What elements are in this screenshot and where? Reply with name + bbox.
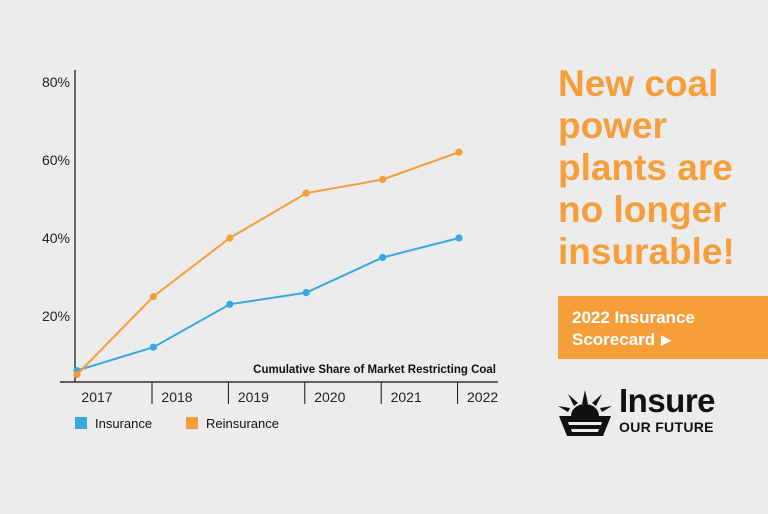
data-point xyxy=(149,292,157,301)
series-line xyxy=(76,151,460,376)
data-point xyxy=(149,343,157,351)
headline-line: insurable! xyxy=(558,231,735,272)
x-tick-label: 2022 xyxy=(467,389,498,405)
data-point xyxy=(226,234,234,242)
data-point xyxy=(73,370,81,379)
x-tick-label: 2017 xyxy=(81,389,112,405)
headline: New coal power plants are no longer insu… xyxy=(558,63,763,273)
scorecard-label-line2: Scorecard xyxy=(572,330,656,349)
y-tick-label: 20% xyxy=(42,308,70,324)
scorecard-label-line1: 2022 Insurance xyxy=(572,308,695,327)
play-triangle-icon: ▶ xyxy=(661,332,672,347)
data-point xyxy=(302,189,310,197)
series-line xyxy=(76,237,460,372)
sunrise-basket-icon xyxy=(558,390,612,436)
headline-line: no longer xyxy=(558,189,727,230)
x-tick-label: 2021 xyxy=(391,389,422,405)
x-tick-label: 2020 xyxy=(314,389,345,405)
logo-word-our-future: OUR FUTURE xyxy=(619,419,714,435)
headline-line: plants are xyxy=(558,147,733,188)
data-point xyxy=(302,289,310,297)
headline-line: power xyxy=(558,105,667,146)
y-tick-label: 60% xyxy=(42,152,70,168)
data-point xyxy=(226,300,234,308)
data-point xyxy=(455,148,463,156)
insure-our-future-logo: Insure OUR FUTURE xyxy=(556,382,756,438)
line-chart: 20% 40% 60% 80% 2017 2018 2019 2020 2021 2022 Cumu… xyxy=(42,70,498,431)
x-tick-label: 2019 xyxy=(238,389,269,405)
x-tick-label: 2018 xyxy=(161,389,192,405)
legend-label: Insurance xyxy=(95,416,152,431)
legend-swatch xyxy=(186,417,198,429)
scorecard-button[interactable]: 2022 Insurance Scorecard ▶ xyxy=(558,296,768,359)
legend-swatch xyxy=(75,417,87,429)
y-tick-label: 40% xyxy=(42,230,70,246)
chart-annotation: Cumulative Share of Market Restricting C… xyxy=(253,364,496,376)
y-tick-label: 80% xyxy=(42,74,70,90)
legend-label: Reinsurance xyxy=(206,416,279,431)
data-point xyxy=(379,175,387,184)
data-point xyxy=(379,253,387,262)
headline-line: New coal xyxy=(558,63,719,104)
logo-word-insure: Insure xyxy=(619,382,716,419)
data-point xyxy=(455,234,463,242)
